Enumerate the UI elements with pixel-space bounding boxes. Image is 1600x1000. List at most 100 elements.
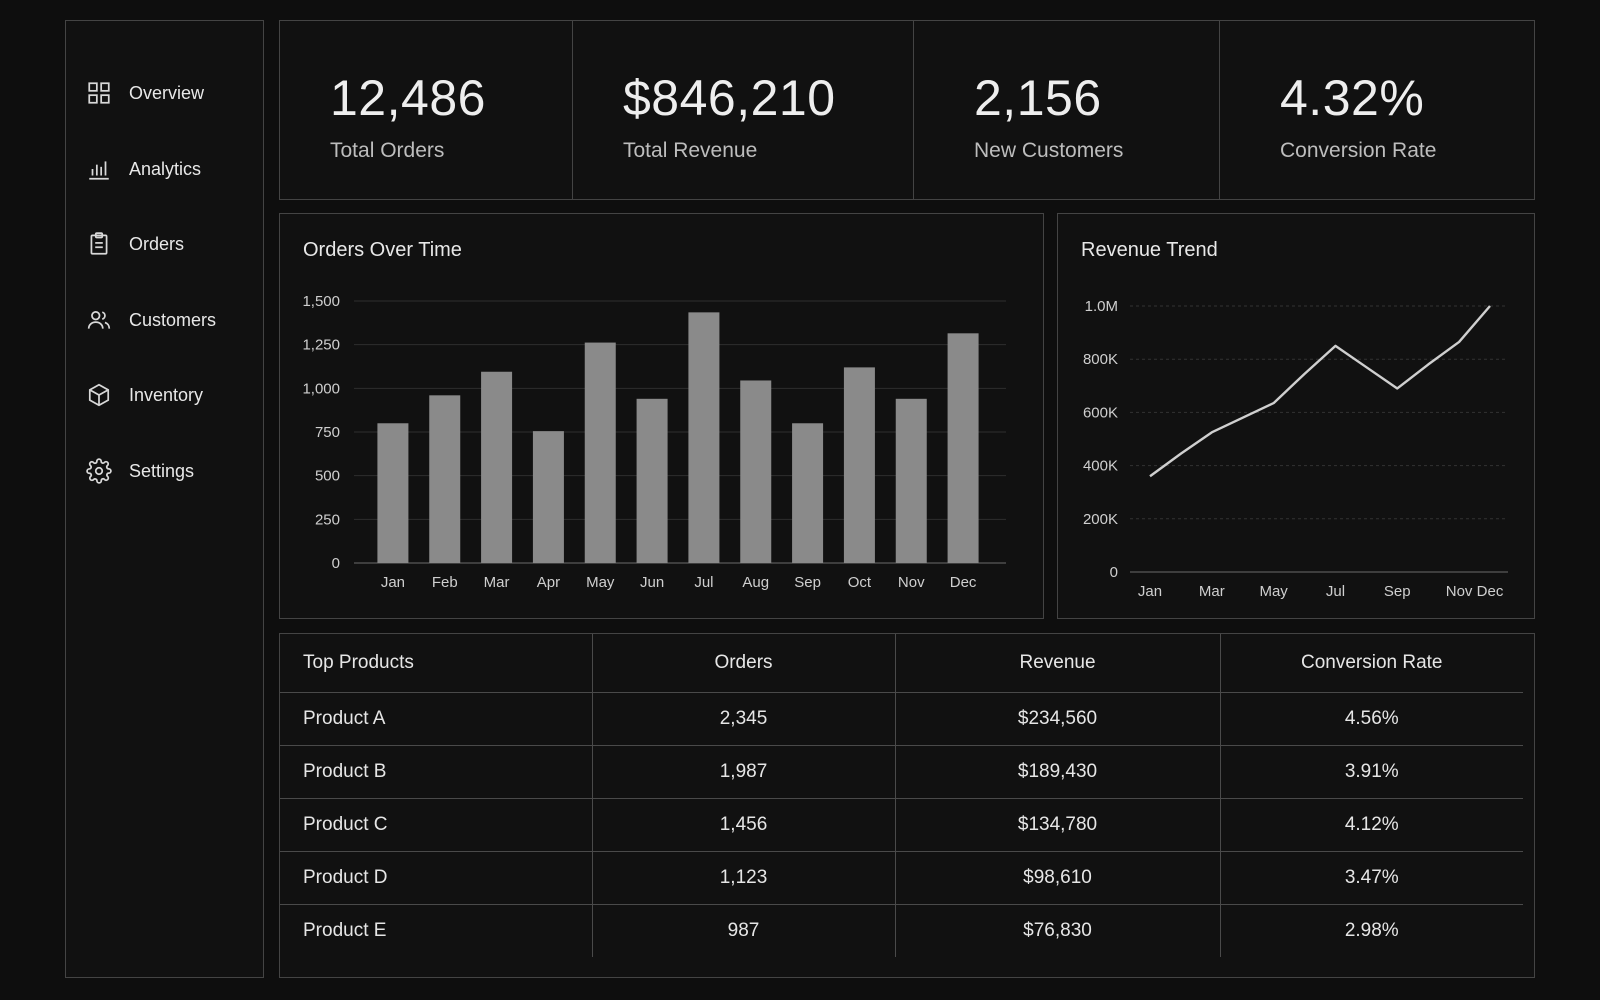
product-name: Product E [280,904,593,957]
sidebar-item-inventory[interactable]: Inventory [86,375,203,415]
conversion-cell: 2.98% [1344,919,1399,941]
orders-cell: 1,987 [592,745,896,799]
bar[interactable] [895,398,927,563]
x-tick-label: Jul [694,574,713,591]
y-tick-label: 1,500 [302,293,340,310]
y-tick-label: 600K [1083,404,1118,421]
conversion-cell: 3.47% [1220,851,1523,905]
clipboard-icon [90,232,108,255]
kpi-value: 4.32% [1280,70,1425,126]
revenue-cell: $134,780 [895,798,1221,852]
table-row[interactable]: Product C 1,456 $134,780 4.12% [280,798,1523,852]
sidebar-item-label: Orders [129,233,185,254]
column-header[interactable]: Conversion Rate [1220,634,1523,693]
x-tick-label: Jun [640,574,664,591]
y-tick-label: 1,250 [302,337,340,354]
column-header[interactable]: Orders [592,634,896,693]
sidebar-item-label: Inventory [129,384,204,405]
users-icon [87,311,111,329]
conversion-cell: 3.91% [1220,745,1523,799]
column-header[interactable]: Top Products [280,634,593,693]
orders-cell: 1,456 [592,798,896,852]
y-tick-label: 1,000 [302,380,340,397]
x-tick-label: Feb [432,574,458,591]
bar[interactable] [377,423,409,563]
sidebar: Overview Analytics Orders Customers Inve… [65,20,264,978]
revenue-cell: $234,560 [895,692,1221,746]
revenue-line-chart: 0 200K 400K 600K 800K 1.0M Jan Mar May Jul Sep Nov D… [1083,298,1508,600]
bar[interactable] [843,367,875,563]
x-tick-label: Mar [484,574,510,591]
orders-cell: 987 [592,904,896,957]
bar[interactable] [481,371,513,563]
bar[interactable] [636,398,668,563]
kpi-strip: 12,486 Total Orders $846,210 Total Reven… [279,20,1535,200]
kpi-label: Conversion Rate [1280,139,1437,162]
y-tick-label: 1.0M [1085,298,1118,315]
kpi-value: $846,210 [623,70,836,126]
y-tick-label: 750 [315,424,340,441]
bar[interactable] [584,342,616,563]
bar[interactable] [947,333,979,563]
sidebar-item-analytics[interactable]: Analytics [86,149,201,189]
bar[interactable] [792,423,824,563]
x-tick-label: Apr [537,574,560,591]
revenue-cell: $189,430 [895,745,1221,799]
orders-bar-chart: 0 250 500 750 1,000 1,250 1,500 Jan Feb Mar Apr May… [302,293,1006,591]
product-name: Product B [280,745,593,799]
x-tick-label: Jan [381,574,405,591]
sidebar-item-orders[interactable]: Orders [86,224,184,264]
table-row[interactable]: Product A 2,345 $234,560 4.56% [280,692,1523,746]
bar-chart-icon [89,161,109,180]
x-tick-label: Aug [742,574,769,591]
revenue-series-line[interactable] [1149,305,1491,478]
x-tick-label: Mar [1199,583,1225,600]
y-tick-label: 800K [1083,351,1118,368]
chart-title: Revenue Trend [1081,239,1218,261]
sidebar-item-settings[interactable]: Settings [86,451,194,491]
kpi-total-revenue: $846,210 Total Revenue [573,21,914,199]
gear-icon [86,458,112,484]
sidebar-item-label: Customers [129,309,217,330]
product-name: Product A [280,692,593,746]
orders-cell: 1,123 [592,851,896,905]
bar[interactable] [429,395,461,563]
x-tick-label: Jul [1326,583,1345,600]
kpi-conversion-rate: 4.32% Conversion Rate [1220,21,1534,199]
chart-title: Orders Over Time [303,239,462,261]
table-row[interactable]: Product E 987 $76,830 2.98% [280,904,1523,957]
x-tick-label: Nov [1446,583,1473,600]
revenue-cell: $76,830 [895,904,1221,957]
x-tick-label: Nov [898,574,925,591]
sidebar-item-label: Overview [129,82,205,103]
x-tick-label: Sep [1384,583,1411,600]
y-tick-label: 200K [1083,511,1118,528]
x-tick-label: May [586,574,615,591]
grid-icon [88,82,110,104]
kpi-label: Total Revenue [623,139,758,162]
x-tick-label: Oct [848,574,872,591]
x-tick-label: Dec [1477,583,1504,600]
column-header[interactable]: Revenue [895,634,1221,693]
bar[interactable] [688,312,720,563]
kpi-new-customers: 2,156 New Customers [914,21,1220,199]
y-tick-label: 500 [315,468,340,485]
y-tick-label: 400K [1083,458,1118,475]
x-tick-label: May [1259,583,1288,600]
bar[interactable] [740,380,772,563]
sidebar-item-overview[interactable]: Overview [86,73,204,113]
table-row[interactable]: Product B 1,987 $189,430 3.91% [280,745,1523,799]
kpi-value: 12,486 [330,70,486,126]
sidebar-item-customers[interactable]: Customers [86,300,216,340]
y-tick-label: 250 [315,511,340,528]
orders-over-time-card: Orders Over Time 0 250 500 750 1,000 1,250 1,5… [279,213,1044,619]
table-header-row: Top Products Orders Revenue Conversion R… [280,634,1523,693]
revenue-trend-card: Revenue Trend 0 200K 400K 600K 800K 1.0M Jan Ma… [1057,213,1535,619]
product-name: Product D [280,851,593,905]
bar[interactable] [532,431,564,563]
revenue-cell: $98,610 [895,851,1221,905]
box-icon [88,383,110,407]
top-products-table-card: Top Products Orders Revenue Conversion R… [279,633,1535,978]
y-tick-label: 0 [1110,564,1118,581]
table-row[interactable]: Product D 1,123 $98,610 3.47% [280,851,1523,905]
